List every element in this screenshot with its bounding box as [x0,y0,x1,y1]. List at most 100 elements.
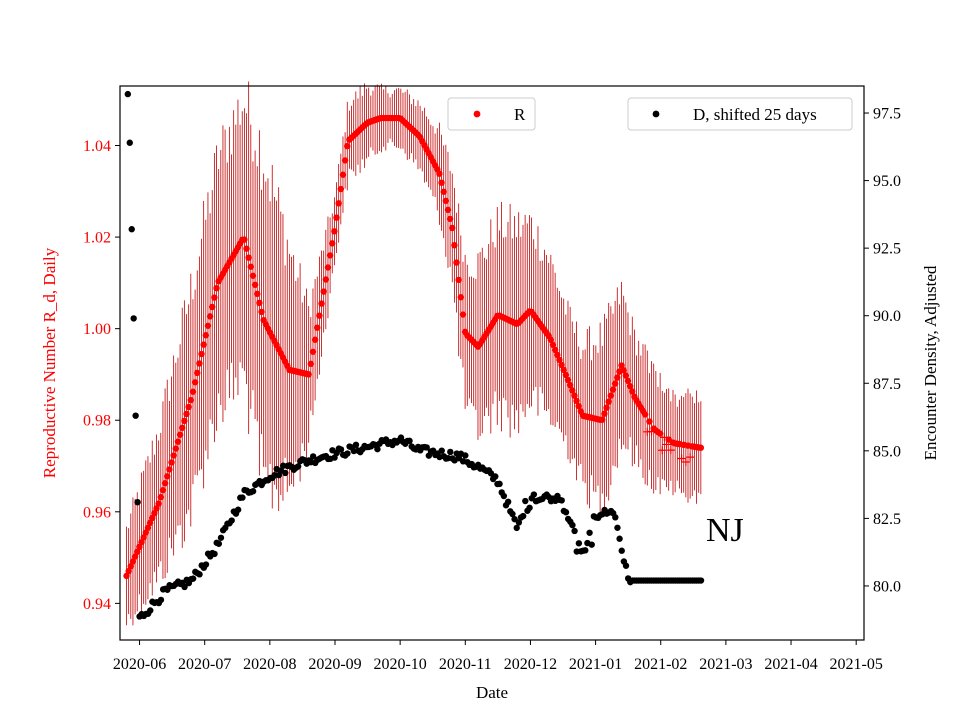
r-plus-markers [643,427,695,466]
d-point [582,547,589,554]
d-point [239,494,246,501]
r-point [611,380,619,387]
d-point [124,90,132,98]
d-point [588,541,595,548]
x-tick-label: 2020-06 [113,656,166,673]
r-plus-marker [686,453,695,462]
y-right-tick-label: 92.5 [873,241,901,258]
r-point [603,404,610,411]
d-point [697,577,705,584]
r-point [247,263,255,270]
d-point [530,491,538,498]
r-point [569,387,576,394]
r-point [307,360,315,368]
d-point [374,445,381,453]
r-point [146,519,154,527]
r-point [123,572,130,580]
x-tick-label: 2020-09 [308,656,361,673]
r-point [326,252,334,259]
d-point [249,488,257,495]
r-point [209,303,216,311]
x-tick-label: 2021-04 [764,656,817,673]
r-point [451,242,458,249]
d-point [128,226,135,233]
r-point [562,371,570,379]
r-point [309,348,317,355]
r-point [149,514,156,522]
r-point [187,396,195,404]
d-point [132,412,139,419]
y-right-tick-label: 90.0 [873,308,901,325]
y-left-tick-label: 1.00 [83,321,111,338]
r-point [646,418,653,425]
r-point [605,398,612,405]
r-point [551,346,559,354]
y-axis-left-label: Reproductive Number R_d, Daily [40,247,59,478]
r-point [624,377,632,385]
r-point [200,341,207,348]
r-point [172,445,180,452]
r-point [198,350,205,358]
r-point [697,444,705,451]
r-point [341,157,349,164]
r-point [599,416,606,423]
x-tick-label: 2021-03 [699,656,752,673]
legend-r: R [447,97,536,131]
r-point [554,351,561,359]
d-point [558,497,565,504]
d-point [147,607,154,614]
r-point [656,430,664,437]
d-point [309,453,317,460]
d-point [202,561,210,568]
d-point [515,519,523,526]
r-point [164,473,171,480]
d-point [189,575,197,582]
y-axis-left: 0.94 0.96 0.98 1.00 1.02 1.04 [83,138,120,613]
r-point [258,308,265,316]
r-point [560,366,567,374]
x-tick-label: 2020-11 [439,656,492,673]
d-point [562,509,570,516]
r-point [142,529,150,536]
r-plus-marker [658,446,667,455]
r-point [185,403,192,411]
d-point [614,524,621,531]
r-point [251,281,259,289]
r-point [179,424,186,432]
r-point [254,290,261,298]
r-point [626,382,634,390]
r-point [641,411,649,418]
r-point [566,381,574,389]
r-plus-marker [662,440,671,449]
r-point [324,264,332,271]
r-point [194,369,201,377]
legend-d-label: D, shifted 25 days [693,105,817,124]
d-point [134,498,141,506]
r-point [256,299,263,307]
r-plus-marker [677,454,686,463]
r-point [320,288,327,295]
legend-r-label: R [514,105,526,124]
r-point [131,553,139,560]
r-point [155,500,162,507]
r-point [191,379,199,386]
r-point [129,558,137,565]
y-left-tick-label: 0.96 [83,504,111,521]
d-point [616,535,623,542]
r-point [318,300,325,307]
d-point [509,510,516,518]
y-right-tick-label: 87.5 [873,376,901,393]
d-point [522,497,529,505]
r-point [157,493,165,501]
d-point [504,498,512,506]
r-point [333,214,340,221]
legend-r-box [447,97,536,131]
r-point [573,397,580,405]
r-point [629,388,636,395]
r-plus-marker [660,433,669,442]
d-point [337,446,345,453]
d-point [196,571,203,578]
r-point [620,367,627,374]
r-point [305,371,312,378]
d-point [215,540,223,547]
